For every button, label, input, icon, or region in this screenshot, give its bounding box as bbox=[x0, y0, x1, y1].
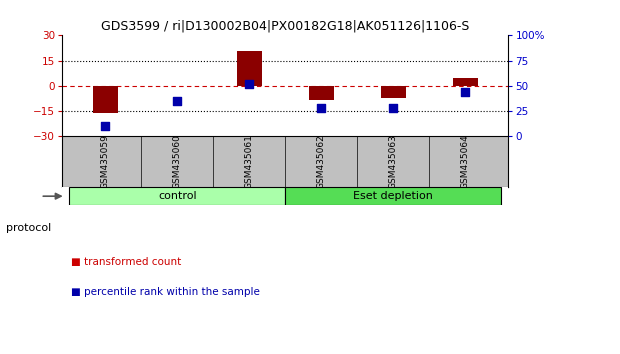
Point bbox=[388, 105, 398, 110]
Text: GSM435059: GSM435059 bbox=[100, 134, 110, 189]
Point bbox=[460, 89, 470, 95]
Text: Eset depletion: Eset depletion bbox=[353, 191, 433, 201]
Text: GSM435062: GSM435062 bbox=[317, 134, 326, 189]
Text: ■ percentile rank within the sample: ■ percentile rank within the sample bbox=[71, 287, 260, 297]
Bar bbox=[453, 78, 478, 86]
Text: protocol: protocol bbox=[6, 223, 51, 233]
Title: GDS3599 / ri|D130002B04|PX00182G18|AK051126|1106-S: GDS3599 / ri|D130002B04|PX00182G18|AK051… bbox=[101, 20, 469, 33]
Point bbox=[244, 81, 254, 86]
Bar bbox=[92, 86, 118, 113]
Point bbox=[172, 98, 182, 104]
Point bbox=[100, 123, 110, 129]
Text: GSM435060: GSM435060 bbox=[173, 134, 182, 189]
Bar bbox=[285, 187, 501, 205]
Text: GSM435064: GSM435064 bbox=[461, 134, 470, 189]
Text: GSM435063: GSM435063 bbox=[389, 134, 397, 189]
Text: GSM435061: GSM435061 bbox=[245, 134, 254, 189]
Text: control: control bbox=[158, 191, 197, 201]
Bar bbox=[309, 86, 334, 100]
Text: ■ transformed count: ■ transformed count bbox=[71, 257, 182, 267]
Bar bbox=[237, 51, 262, 86]
Bar bbox=[381, 86, 406, 98]
Point bbox=[316, 105, 326, 110]
Bar bbox=[69, 187, 285, 205]
